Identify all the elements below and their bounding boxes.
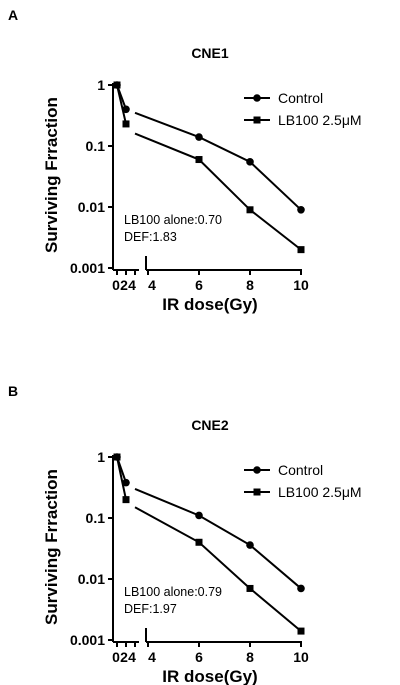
- x-tick-label: 4: [148, 277, 156, 293]
- data-point-square: [113, 453, 121, 461]
- legend-marker-square: [253, 116, 261, 124]
- series-line-0: [134, 487, 302, 590]
- data-point-square: [297, 246, 305, 254]
- annotation-1: DEF:1.83: [124, 230, 177, 244]
- y-tick-label: 0.001: [70, 260, 105, 276]
- data-point-circle: [195, 511, 203, 520]
- legend-marker-square: [253, 488, 261, 496]
- data-point-circle: [246, 158, 254, 166]
- data-point-circle: [122, 105, 130, 114]
- y-tick-label: 0.01: [78, 571, 105, 587]
- annotation-0: LB100 alone:0.79: [124, 585, 222, 599]
- data-point-circle: [246, 541, 254, 549]
- x-tick-label: 4: [148, 649, 156, 665]
- chart-panel-a: [108, 81, 305, 275]
- x-axis-label: IR dose(Gy): [162, 295, 257, 314]
- x-tick-label: 10: [293, 277, 309, 293]
- data-point-circle: [122, 478, 130, 487]
- x-tick-label: 4: [128, 649, 136, 665]
- data-point-square: [246, 206, 254, 214]
- y-tick-label: 0.001: [70, 632, 105, 648]
- y-tick-label: 0.1: [86, 138, 106, 154]
- legend-marker-circle: [253, 94, 261, 102]
- x-tick-label: 8: [246, 277, 254, 293]
- series-line-1: [134, 132, 302, 251]
- x-tick-label: 10: [293, 649, 309, 665]
- series-line-1: [134, 506, 302, 632]
- x-tick-label: 8: [246, 649, 254, 665]
- series-line-1: [116, 84, 127, 125]
- legend-marker-circle: [253, 466, 261, 474]
- x-tick-label: 6: [195, 649, 203, 665]
- annotation-1: DEF:1.97: [124, 602, 177, 616]
- x-tick-label: 0: [112, 277, 120, 293]
- data-point-square: [195, 538, 203, 546]
- y-axis-label: Surviving Frraction: [42, 97, 61, 253]
- data-point-circle: [195, 133, 203, 141]
- series-line-1: [116, 456, 127, 500]
- data-point-square: [113, 81, 121, 89]
- x-axis-label: IR dose(Gy): [162, 667, 257, 685]
- x-tick-label: 0: [112, 649, 120, 665]
- legend-label-0: Control: [278, 462, 323, 478]
- data-point-square: [246, 584, 254, 592]
- chart-panel-b: [108, 453, 305, 647]
- y-axis-label: Surviving Frraction: [42, 469, 61, 625]
- x-tick-label: 6: [195, 277, 203, 293]
- data-point-circle: [297, 584, 305, 593]
- chart-title: CNE1: [191, 45, 229, 61]
- y-tick-label: 0.01: [78, 199, 105, 215]
- data-point-square: [122, 496, 130, 504]
- y-tick-label: 1: [97, 77, 105, 93]
- data-point-square: [297, 627, 305, 635]
- x-tick-label: 2: [120, 277, 128, 293]
- series-line-0: [134, 111, 302, 211]
- legend-label-1: LB100 2.5μM: [278, 484, 362, 500]
- legend-label-1: LB100 2.5μM: [278, 112, 362, 128]
- data-point-circle: [297, 205, 305, 214]
- panel-letter: A: [8, 7, 18, 23]
- y-tick-label: 0.1: [86, 510, 106, 526]
- annotation-0: LB100 alone:0.70: [124, 213, 222, 227]
- y-tick-label: 1: [97, 449, 105, 465]
- data-point-square: [122, 120, 130, 128]
- x-tick-label: 2: [120, 649, 128, 665]
- chart-title: CNE2: [191, 417, 229, 433]
- legend-label-0: Control: [278, 90, 323, 106]
- data-point-square: [195, 156, 203, 164]
- x-tick-label: 4: [128, 277, 136, 293]
- panel-letter: B: [8, 383, 18, 399]
